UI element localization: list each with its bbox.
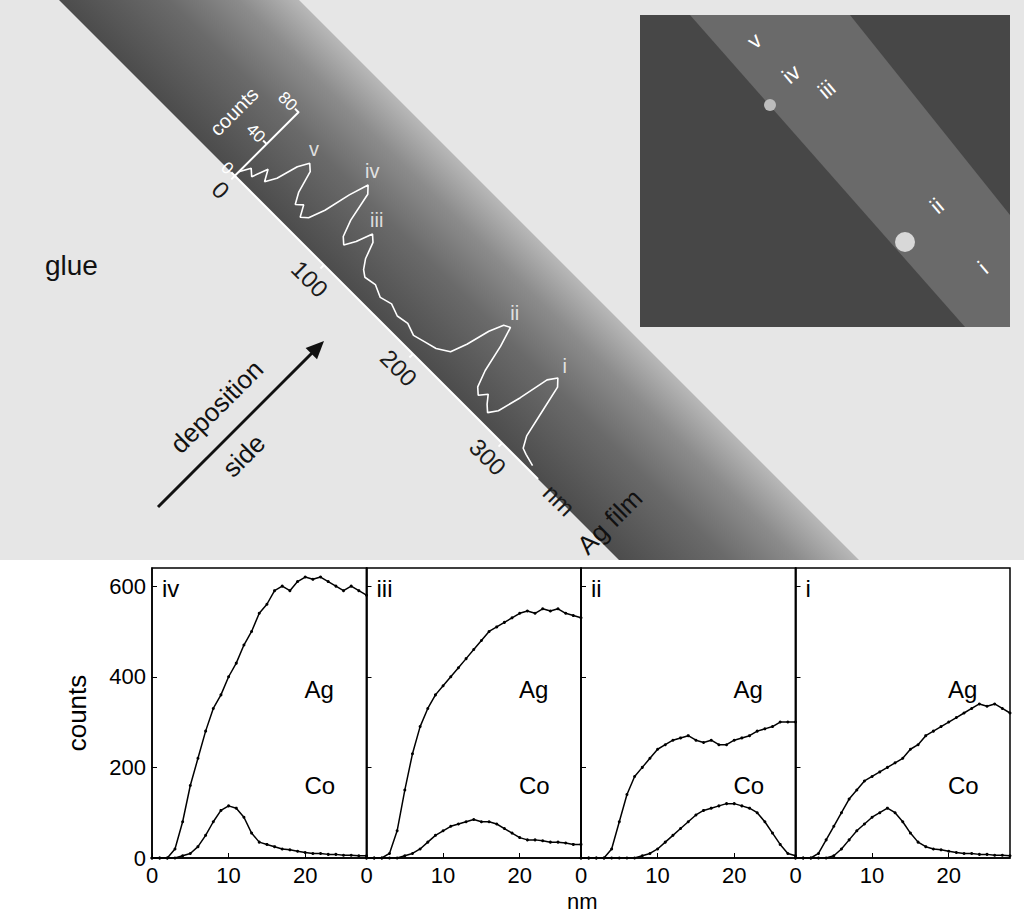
svg-text:iv: iv	[162, 575, 179, 602]
svg-text:80: 80	[274, 88, 301, 115]
svg-text:600: 600	[109, 574, 146, 599]
svg-text:40: 40	[242, 120, 269, 147]
svg-text:v: v	[742, 28, 766, 54]
svg-text:deposition: deposition	[164, 354, 270, 460]
svg-text:10: 10	[431, 863, 455, 888]
svg-text:glue: glue	[45, 250, 98, 281]
svg-text:0: 0	[360, 863, 372, 888]
svg-text:300: 300	[464, 433, 511, 480]
svg-text:counts: counts	[205, 82, 263, 141]
svg-text:0: 0	[134, 846, 146, 871]
svg-text:iv: iv	[777, 59, 805, 88]
svg-text:Ag: Ag	[305, 676, 334, 703]
svg-text:Ag film: Ag film	[571, 483, 648, 560]
svg-text:counts: counts	[62, 675, 92, 752]
svg-text:Co: Co	[948, 772, 979, 799]
svg-text:i: i	[563, 355, 567, 377]
svg-text:ii: ii	[591, 575, 602, 602]
svg-text:20: 20	[936, 863, 960, 888]
svg-text:i: i	[973, 257, 993, 279]
svg-text:0: 0	[789, 863, 801, 888]
svg-text:v: v	[309, 138, 319, 160]
svg-text:iii: iii	[370, 209, 383, 231]
svg-text:0: 0	[575, 863, 587, 888]
svg-text:10: 10	[860, 863, 884, 888]
svg-text:iii: iii	[813, 75, 840, 104]
svg-text:Co: Co	[519, 772, 550, 799]
svg-text:0: 0	[217, 158, 237, 178]
svg-text:ii: ii	[510, 302, 519, 324]
svg-text:20: 20	[507, 863, 531, 888]
svg-text:20: 20	[722, 863, 746, 888]
svg-text:100: 100	[286, 255, 333, 302]
svg-text:iv: iv	[365, 160, 379, 182]
svg-text:i: i	[806, 575, 811, 602]
svg-text:0: 0	[146, 863, 158, 888]
svg-text:nm: nm	[567, 889, 598, 913]
svg-text:ii: ii	[925, 193, 949, 218]
svg-text:400: 400	[109, 664, 146, 689]
svg-text:Ag: Ag	[948, 676, 977, 703]
svg-text:Co: Co	[305, 772, 336, 799]
svg-text:10: 10	[216, 863, 240, 888]
svg-text:iii: iii	[377, 575, 393, 602]
svg-text:Ag: Ag	[519, 676, 548, 703]
svg-text:20: 20	[293, 863, 317, 888]
svg-text:200: 200	[109, 755, 146, 780]
svg-text:Co: Co	[734, 772, 765, 799]
svg-text:side: side	[216, 428, 271, 483]
svg-text:Ag: Ag	[734, 676, 763, 703]
svg-text:10: 10	[645, 863, 669, 888]
svg-text:0: 0	[206, 176, 235, 205]
svg-text:nm: nm	[538, 479, 581, 522]
svg-text:200: 200	[375, 344, 422, 391]
